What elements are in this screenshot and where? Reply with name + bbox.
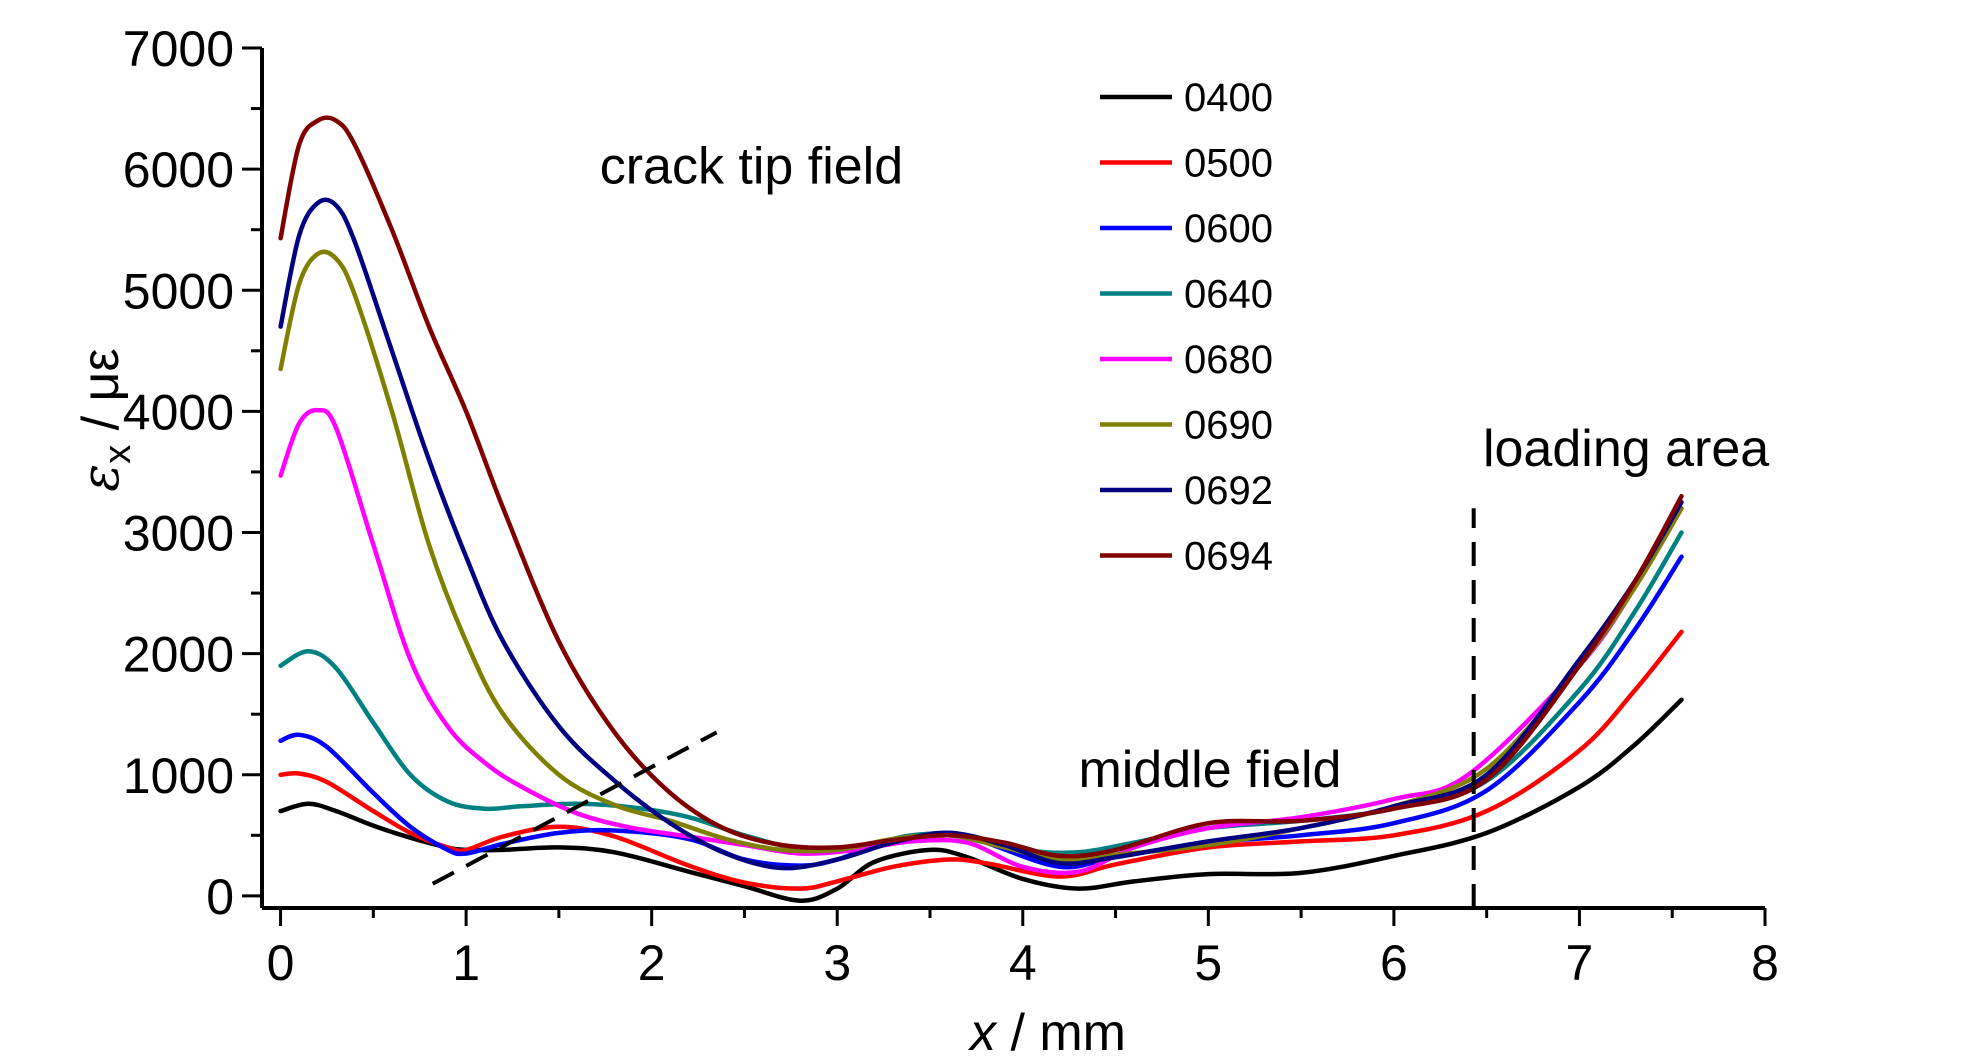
legend: 0400 0500 0600 0640 0680 0690 0692 0694 bbox=[1100, 76, 1273, 579]
x-tick-label: 2 bbox=[638, 935, 666, 991]
annotation-label: middle field bbox=[1078, 741, 1341, 799]
x-axis-unit: / mm bbox=[996, 1004, 1126, 1062]
legend-label: 0500 bbox=[1184, 142, 1273, 186]
y-tick-label: 1000 bbox=[123, 748, 234, 804]
y-tick-label: 0 bbox=[206, 869, 234, 925]
x-tick-label: 1 bbox=[452, 935, 480, 991]
legend-label: 0690 bbox=[1184, 404, 1273, 448]
x-tick-label: 4 bbox=[1009, 935, 1037, 991]
x-tick-label: 7 bbox=[1566, 935, 1594, 991]
legend-label: 0640 bbox=[1184, 273, 1273, 317]
series-line-0692 bbox=[278, 197, 1684, 871]
y-tick-label: 7000 bbox=[123, 21, 234, 77]
x-ticks: 0 1 2 3 4 5 6 7 8 bbox=[267, 908, 1779, 991]
y-axis-subscript: x bbox=[97, 445, 139, 464]
y-tick-label: 6000 bbox=[123, 142, 234, 198]
y-tick-label: 4000 bbox=[123, 384, 234, 440]
axes: 0 1 2 3 4 5 6 7 8 0 1000 2000 3000 4000 5000 6000 7000 bbox=[123, 21, 1779, 991]
y-tick-label: 2000 bbox=[123, 627, 234, 683]
y-axis-unit: / με bbox=[72, 348, 130, 444]
annotation-label: crack tip field bbox=[600, 138, 903, 196]
legend-label: 0692 bbox=[1184, 469, 1273, 513]
annotations: crack tip field middle field loading area bbox=[600, 138, 1770, 799]
x-tick-label: 6 bbox=[1380, 935, 1408, 991]
y-ticks: 0 1000 2000 3000 4000 5000 6000 7000 bbox=[123, 21, 262, 925]
x-tick-label: 5 bbox=[1194, 935, 1222, 991]
annotation-label: loading area bbox=[1483, 420, 1769, 478]
y-tick-label: 5000 bbox=[123, 263, 234, 319]
dashed-reference-line bbox=[431, 730, 718, 886]
plot-lines bbox=[278, 115, 1684, 903]
legend-label: 0400 bbox=[1184, 76, 1273, 120]
reference-lines bbox=[431, 508, 1476, 908]
x-axis-title: x / mm bbox=[967, 1004, 1126, 1062]
series-line-0680 bbox=[278, 407, 1684, 876]
y-tick-label: 3000 bbox=[123, 506, 234, 562]
x-tick-label: 0 bbox=[267, 935, 295, 991]
x-tick-label: 8 bbox=[1751, 935, 1779, 991]
legend-label: 0694 bbox=[1184, 535, 1273, 579]
x-axis-variable: x bbox=[967, 1004, 998, 1062]
x-tick-label: 3 bbox=[823, 935, 851, 991]
legend-label: 0680 bbox=[1184, 338, 1273, 382]
series-line-0600 bbox=[278, 554, 1684, 870]
legend-label: 0600 bbox=[1184, 207, 1273, 251]
y-axis-variable: ε bbox=[71, 464, 131, 492]
y-axis-title: εx / με bbox=[71, 348, 139, 491]
series-line-0694 bbox=[278, 115, 1684, 859]
